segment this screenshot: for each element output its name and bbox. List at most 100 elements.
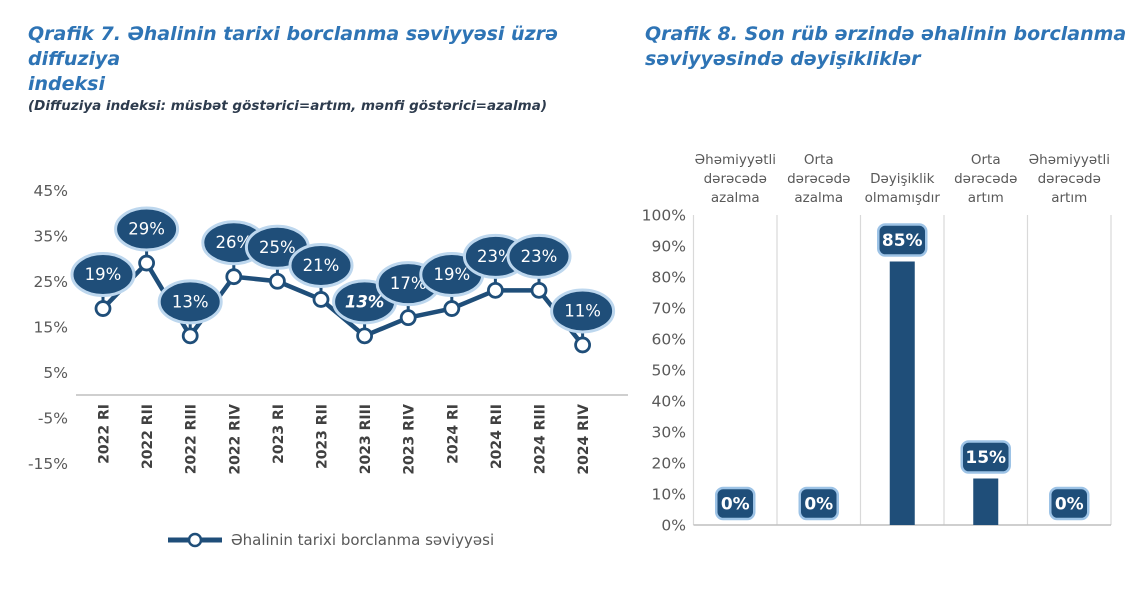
y-tick-label: 10%: [652, 486, 686, 504]
category-header-line: Orta: [971, 152, 1001, 168]
data-label-text: 26%: [215, 233, 252, 252]
data-point-marker: [530, 281, 548, 299]
category-header-line: olmamışdır: [865, 190, 941, 206]
category-header-line: dərəcədə: [954, 171, 1017, 187]
x-category-label: 2024 RIII: [533, 404, 549, 474]
qrafik7-legend: Əhalinin tarixi borclanma səviyyəsi: [20, 531, 640, 549]
category-header-line: azalma: [711, 190, 760, 206]
data-label-text: 25%: [259, 238, 296, 257]
category-headers: Əhəmiyyətli dərəcədə azalma Orta dərəcədə aza…: [695, 152, 1110, 206]
y-axis-ticks: 100% 90% 80% 70% 60% 50% 40% 30% 20% 10% 0%: [642, 207, 686, 535]
data-point-marker: [138, 254, 156, 272]
y-tick-label: 0%: [661, 517, 686, 535]
data-label-text: 21%: [303, 256, 340, 275]
x-category-label: 2024 RI: [445, 404, 461, 464]
data-point-marker: [399, 309, 417, 327]
data-label-text: 13%: [345, 292, 385, 311]
series-markers: [94, 254, 591, 354]
bar-chart-qrafik8: 100% 90% 80% 70% 60% 50% 40% 30% 20% 10% 0% Əhəmiyy…: [642, 152, 1112, 535]
data-label-box: [1049, 486, 1090, 521]
data-label-bubble: [70, 252, 136, 298]
category-header-line: azalma: [794, 190, 843, 206]
y-tick-label: 25%: [34, 273, 68, 291]
data-label-bubble: [506, 233, 572, 279]
y-tick-label: 50%: [652, 362, 686, 380]
data-point-marker: [181, 327, 199, 345]
data-point-marker: [443, 300, 461, 317]
bar-data-labels: 0% 0% 85% 15% 0%: [715, 223, 1090, 521]
y-tick-label: 5%: [43, 364, 68, 382]
y-tick-label: -15%: [28, 455, 68, 473]
category-header-line: Əhəmiyyətli: [695, 152, 776, 168]
data-label-text: 23%: [477, 247, 514, 266]
data-label-box: [877, 223, 928, 257]
data-label-bubble: [157, 279, 223, 325]
data-label-text: 23%: [521, 247, 558, 266]
x-category-label: 2022 RI: [97, 404, 113, 464]
data-label-text: 0%: [1055, 495, 1084, 515]
data-label-bubbles: 19% 29% 13% 26% 25% 21% 13% 17% 19% 23% 23% 11%: [70, 206, 616, 334]
qrafik8-title: Qrafik 8. Son rüb ərzində əhalinin borcl…: [645, 23, 1127, 71]
y-tick-label: 45%: [34, 182, 68, 200]
category-header-line: dərəcədə: [787, 171, 850, 187]
x-category-label: 2023 RII: [315, 404, 331, 469]
x-category-label: 2024 RII: [489, 404, 505, 469]
category-header-line: artım: [968, 190, 1004, 206]
data-point-marker: [574, 336, 591, 354]
data-point-marker: [268, 272, 286, 290]
data-point-marker: [356, 327, 374, 345]
data-label-text: 19%: [85, 265, 122, 284]
y-tick-label: 60%: [652, 331, 686, 349]
x-category-label: 2023 RIV: [402, 404, 418, 475]
y-tick-label: 40%: [652, 393, 686, 411]
y-axis-ticks: 45% 35% 25% 15% 5% -5% -15%: [28, 182, 68, 473]
y-tick-label: 15%: [34, 318, 68, 336]
data-label-text: 13%: [172, 292, 209, 311]
data-label-text: 0%: [804, 495, 833, 515]
category-header-line: dərəcədə: [1038, 171, 1101, 187]
vertical-gridlines: [692, 215, 1112, 525]
x-axis-category-labels: 2022 RI 2022 RII 2022 RIII 2022 RIV 2023 RI 2…: [97, 404, 593, 475]
x-category-label: 2024 RIV: [576, 404, 592, 475]
data-label-text: 19%: [433, 265, 470, 284]
data-label-text: 0%: [721, 495, 750, 515]
y-tick-label: 35%: [34, 227, 68, 245]
legend-line-marker-icon: [167, 532, 222, 548]
data-label-text: 15%: [965, 448, 1006, 468]
category-header-line: Əhəmiyyətli: [1029, 152, 1110, 168]
y-tick-label: 100%: [642, 207, 686, 225]
bar: [973, 478, 999, 525]
legend-label: Əhalinin tarixi borclanma səviyyəsi: [230, 531, 495, 549]
data-label-box: [715, 486, 756, 521]
data-label-text: 29%: [128, 220, 165, 239]
y-tick-label: 30%: [652, 424, 686, 442]
y-tick-label: 20%: [652, 455, 686, 473]
category-header-line: Dəyişiklik: [870, 171, 935, 187]
qrafik7-title: Qrafik 7. Əhalinin tarixi borclanma səvi…: [28, 23, 558, 96]
y-tick-label: 80%: [652, 269, 686, 287]
x-category-label: 2023 RIII: [358, 404, 374, 474]
y-tick-label: 90%: [652, 238, 686, 256]
line-chart-qrafik7: 45%35%25%15%5%-5%-15% 2022 RI 2022 RII 2022…: [28, 182, 628, 475]
data-label-bubble: [550, 288, 616, 334]
x-category-label: 2023 RI: [271, 404, 287, 464]
data-point-marker: [486, 281, 504, 299]
data-point-marker: [94, 300, 112, 317]
bars: [889, 261, 999, 525]
data-label-text: 11%: [564, 301, 601, 320]
data-label-bubble: [114, 206, 180, 252]
data-label-box: [798, 486, 839, 521]
x-category-label: 2022 RII: [140, 404, 156, 469]
data-label-bubble: [288, 242, 354, 288]
y-tick-label: -5%: [38, 409, 68, 427]
y-tick-label: 70%: [652, 300, 686, 318]
data-point-marker: [225, 268, 243, 286]
data-label-box: [960, 440, 1011, 474]
category-header-line: artım: [1051, 190, 1087, 206]
x-category-label: 2022 RIV: [227, 404, 243, 475]
x-category-label: 2022 RIII: [184, 404, 200, 474]
data-label-text: 17%: [390, 274, 427, 293]
qrafik7-subtitle: (Diffuziya indeksi: müsbət göstərici=art…: [28, 98, 548, 114]
data-label-text: 85%: [882, 231, 923, 251]
